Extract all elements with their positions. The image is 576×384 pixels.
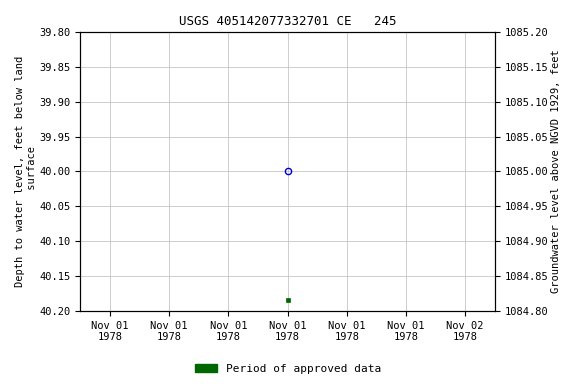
Y-axis label: Groundwater level above NGVD 1929, feet: Groundwater level above NGVD 1929, feet [551,50,561,293]
Title: USGS 405142077332701 CE   245: USGS 405142077332701 CE 245 [179,15,396,28]
Y-axis label: Depth to water level, feet below land
 surface: Depth to water level, feet below land su… [15,56,37,287]
Legend: Period of approved data: Period of approved data [191,359,385,379]
